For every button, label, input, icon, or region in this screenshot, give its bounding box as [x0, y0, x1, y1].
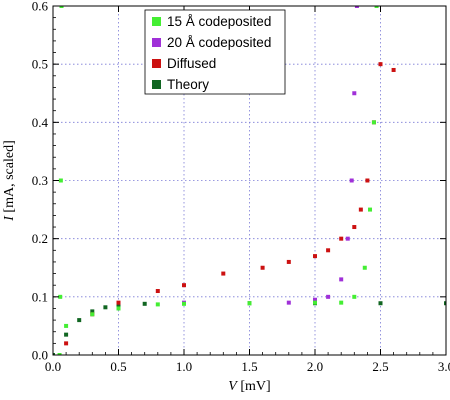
legend-label-diffused: Diffused: [167, 56, 216, 71]
data-point: [64, 332, 69, 337]
data-point: [313, 254, 317, 259]
data-point: [53, 353, 55, 355]
legend-swatch-20a: [152, 38, 161, 47]
data-point: [57, 353, 62, 355]
data-point: [260, 265, 265, 270]
data-point: [155, 289, 160, 294]
data-point: [349, 178, 354, 183]
x-tick-label: 2.5: [372, 359, 388, 374]
legend-swatch-theory: [152, 80, 161, 89]
x-axis-unit: [mV]: [237, 379, 271, 394]
legend-label-theory: Theory: [167, 77, 209, 92]
x-tick-label: 1.0: [176, 359, 192, 374]
data-point: [116, 306, 121, 311]
data-point: [221, 271, 226, 276]
series-2: [64, 62, 396, 346]
data-point: [155, 302, 160, 307]
y-tick-label: 0.0: [32, 348, 48, 363]
x-axis-title: V [mV]: [228, 379, 270, 394]
data-point: [352, 91, 357, 96]
y-tick-label: 0.5: [32, 57, 48, 72]
y-tick-label: 0.4: [32, 115, 49, 130]
legend-entry: 15 Å codeposited: [152, 14, 271, 29]
data-point: [354, 6, 359, 8]
legend-entry: 20 Å codeposited: [152, 35, 271, 50]
data-layer: [53, 6, 446, 355]
data-point: [371, 120, 376, 125]
data-point: [444, 301, 446, 306]
tick-layer: 0.0 0.5 1.0 1.5 2.0 2.5 3.0 0.0 0.1 0.2 0.3 0.4 0.5 0…: [32, 0, 450, 374]
data-point: [182, 283, 186, 288]
y-tick-label: 0.3: [32, 173, 48, 188]
x-tick-label: 0.5: [110, 359, 126, 374]
data-point: [362, 265, 367, 270]
legend-box: [144, 9, 286, 95]
x-tick-label: 0.0: [45, 359, 61, 374]
data-point: [326, 294, 331, 299]
data-point: [339, 300, 344, 305]
data-point: [286, 300, 291, 305]
data-point: [352, 225, 357, 230]
x-axis-variable: V: [228, 379, 238, 394]
data-point: [365, 178, 370, 183]
y-tick-label: 0.6: [32, 0, 49, 14]
data-point: [103, 305, 108, 310]
legend-swatch-15a: [152, 17, 161, 26]
data-point: [116, 302, 121, 307]
y-axis-variable: I: [2, 215, 17, 222]
data-point: [59, 6, 64, 8]
data-point: [142, 301, 147, 306]
data-point: [345, 236, 350, 241]
data-point: [358, 207, 363, 212]
data-point: [182, 301, 186, 306]
data-point: [313, 300, 317, 305]
x-tick-label: 2.0: [307, 359, 323, 374]
data-point: [64, 341, 69, 346]
data-point: [339, 236, 344, 241]
data-point: [286, 259, 291, 264]
y-tick-label: 0.2: [32, 231, 48, 246]
data-point: [58, 178, 63, 183]
legend-label-20a: 20 Å codeposited: [167, 35, 271, 50]
data-point: [90, 312, 95, 317]
series-0: [57, 6, 379, 355]
data-point: [391, 67, 396, 72]
legend-label-15a: 15 Å codeposited: [167, 14, 271, 29]
data-point: [368, 207, 373, 212]
y-axis-unit: [mA, scaled]: [2, 140, 17, 216]
data-point: [77, 318, 82, 323]
data-point: [374, 6, 379, 8]
data-point: [58, 294, 63, 299]
legend-entry: Theory: [152, 77, 209, 92]
data-point: [247, 301, 252, 306]
data-point: [378, 301, 383, 306]
legend: 15 Å codeposited 20 Å codeposited Diffus…: [144, 9, 286, 95]
legend-swatch-diffused: [152, 59, 161, 68]
data-point: [326, 248, 331, 253]
x-tick-label: 3.0: [438, 359, 450, 374]
data-point: [352, 294, 357, 299]
x-tick-label: 1.5: [241, 359, 257, 374]
legend-entry: Diffused: [152, 56, 216, 71]
y-axis-title: I [mA, scaled]: [2, 140, 17, 221]
data-point: [116, 300, 121, 305]
data-point: [313, 297, 317, 302]
data-point: [64, 323, 69, 328]
data-point: [339, 277, 344, 282]
data-point: [378, 62, 383, 67]
y-tick-label: 0.1: [32, 289, 48, 304]
data-point: [90, 309, 95, 314]
